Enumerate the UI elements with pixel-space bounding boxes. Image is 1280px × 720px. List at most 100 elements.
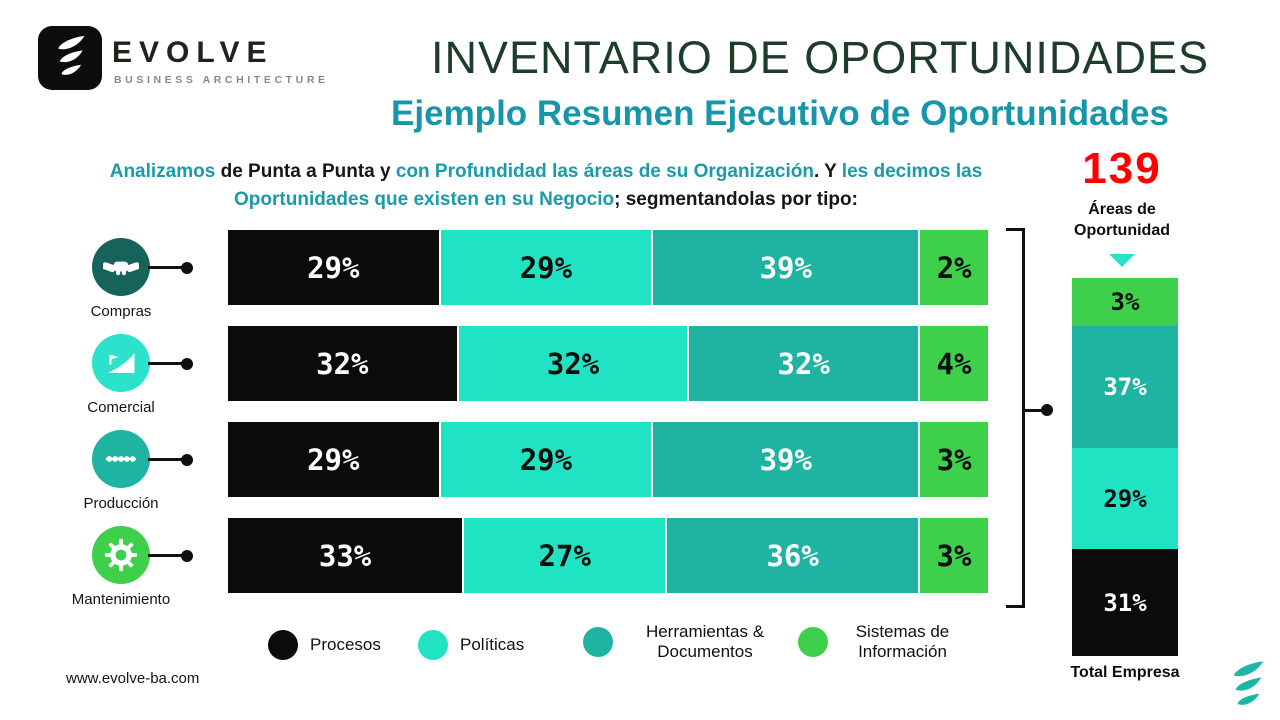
bar-segment-label: 32% <box>546 346 600 381</box>
legend-label: Herramientas & Documentos <box>645 622 765 662</box>
bar-segment: 3% <box>920 518 988 593</box>
website-url: www.evolve-ba.com <box>66 670 200 687</box>
bar-segment-label: 29% <box>519 442 573 477</box>
bar-segment: 33% <box>228 518 465 593</box>
bar-segment: 29% <box>440 230 654 305</box>
legend-item: Sistemas de Información <box>798 622 965 663</box>
category-icon-circle <box>92 526 150 584</box>
evolve-logo <box>38 26 102 90</box>
connector-dot <box>181 262 193 274</box>
legend-label: Políticas <box>460 634 525 654</box>
bar-segment: 29% <box>228 230 441 305</box>
connector-line <box>148 554 184 557</box>
page-subtitle: Ejemplo Resumen Ejecutivo de Oportunidad… <box>391 94 1169 133</box>
connector-dot <box>181 550 193 562</box>
bar-segment-label: 4% <box>936 346 972 381</box>
bar-segment: 3% <box>920 422 988 497</box>
bracket-connector <box>1025 409 1043 412</box>
intro-segment: Analizamos <box>109 161 221 182</box>
bar-segment-label: 32% <box>316 346 369 381</box>
legend-swatch <box>798 627 828 658</box>
legend-swatch <box>583 627 613 658</box>
ramp-flag-icon <box>107 353 135 373</box>
category-label: Producción <box>83 495 159 512</box>
arrow-down-icon <box>1109 254 1135 267</box>
brand-tagline: BUSINESS ARCHITECTURE <box>114 74 329 86</box>
intro-text: Analizamos de Punta a Punta y con Profun… <box>106 158 986 213</box>
total-bar-segment: 31% <box>1072 549 1178 656</box>
category-produccion: Producción <box>56 430 186 512</box>
legend-item: Políticas <box>418 630 524 660</box>
category-label: Compras <box>90 303 152 320</box>
total-bar: 3% 37% 29% 31% <box>1072 278 1178 656</box>
bar-segment-label: 29% <box>519 250 573 285</box>
bracket-dot <box>1041 404 1053 416</box>
page-title: INVENTARIO DE OPORTUNIDADES <box>431 32 1209 83</box>
bar-segment-label: 36% <box>766 538 819 573</box>
legend-item: Herramientas & Documentos <box>583 622 785 663</box>
category-comercial: Comercial <box>56 334 186 416</box>
bar-row: 29% 29% 39% 3% <box>228 422 988 497</box>
total-bar-segment-label: 3% <box>1110 288 1140 317</box>
bracket-line <box>1022 228 1025 608</box>
connector-dot <box>181 358 193 370</box>
legend-item: Procesos <box>268 630 381 660</box>
bar-segment-label: 3% <box>936 442 972 477</box>
bar-segment-label: 3% <box>936 538 972 573</box>
bar-segment: 27% <box>464 518 668 593</box>
opportunity-count: 139 <box>1082 144 1162 193</box>
opportunity-count-label: Áreas de Oportunidad <box>1074 201 1170 239</box>
evolve-leaf-icon <box>1228 660 1266 717</box>
bar-segment-label: 2% <box>936 250 972 285</box>
total-bar-segment-label: 37% <box>1103 373 1147 402</box>
bar-segment-label: 33% <box>318 538 372 573</box>
total-bar-segment-label: 29% <box>1103 484 1147 513</box>
category-icon-circle <box>92 334 150 392</box>
evolve-leaf-icon <box>58 35 85 75</box>
intro-segment: de Punta a Punta <box>220 161 375 182</box>
bar-segment: 32% <box>228 326 459 401</box>
category-icon-circle <box>92 238 150 296</box>
total-bar-segment-label: 31% <box>1103 588 1147 617</box>
bar-segment: 32% <box>458 326 690 401</box>
intro-segment: ; segmentandolas por tipo: <box>614 188 858 210</box>
gear-icon <box>104 538 138 572</box>
intro-segment: con Profundidad las áreas de su Organiza… <box>395 161 814 182</box>
category-label: Mantenimiento <box>71 591 171 608</box>
connector-line <box>148 362 184 365</box>
bar-segment: 4% <box>920 326 988 401</box>
bar-segment-label: 29% <box>307 250 360 285</box>
bar-row: 33% 27% 36% 3% <box>228 518 988 593</box>
process-dots-icon <box>105 456 137 462</box>
connector-line <box>148 458 184 461</box>
bar-segment: 29% <box>228 422 441 497</box>
brand-name: EVOLVE <box>112 36 274 69</box>
bar-row: 32% 32% 32% 4% <box>228 326 988 401</box>
total-bar-segment: 37% <box>1072 326 1178 448</box>
bar-row: 29% 29% 39% 2% <box>228 230 988 305</box>
category-compras: Compras <box>56 238 186 320</box>
connector-line <box>148 266 184 269</box>
intro-segment: les decimos las Oportunidades que existe… <box>234 161 983 210</box>
bar-segment: 32% <box>689 326 921 401</box>
legend-swatch <box>418 630 448 660</box>
stacked-bars: 29% 29% 39% 2% 32% 32% 32% 4% 29% 29% 39% 3% 33% 27% 3… <box>228 230 988 594</box>
bar-segment-label: 39% <box>759 442 812 477</box>
bar-segment: 39% <box>653 230 921 305</box>
bar-segment-label: 29% <box>307 442 360 477</box>
bracket-bottom <box>1006 605 1025 608</box>
total-bar-caption: Total Empresa <box>1070 664 1180 681</box>
category-icon-circle <box>92 430 150 488</box>
bar-segment-label: 39% <box>759 250 812 285</box>
legend-label: Sistemas de Información <box>855 622 950 662</box>
bar-segment: 36% <box>667 518 921 593</box>
intro-segment: y <box>374 161 396 182</box>
legend-swatch <box>268 630 298 660</box>
legend-label: Procesos <box>310 634 381 654</box>
handshake-icon <box>103 261 139 276</box>
category-mantenimiento: Mantenimiento <box>56 526 186 608</box>
bar-segment: 2% <box>920 230 988 305</box>
connector-dot <box>181 454 193 466</box>
bar-segment-label: 32% <box>777 346 830 381</box>
